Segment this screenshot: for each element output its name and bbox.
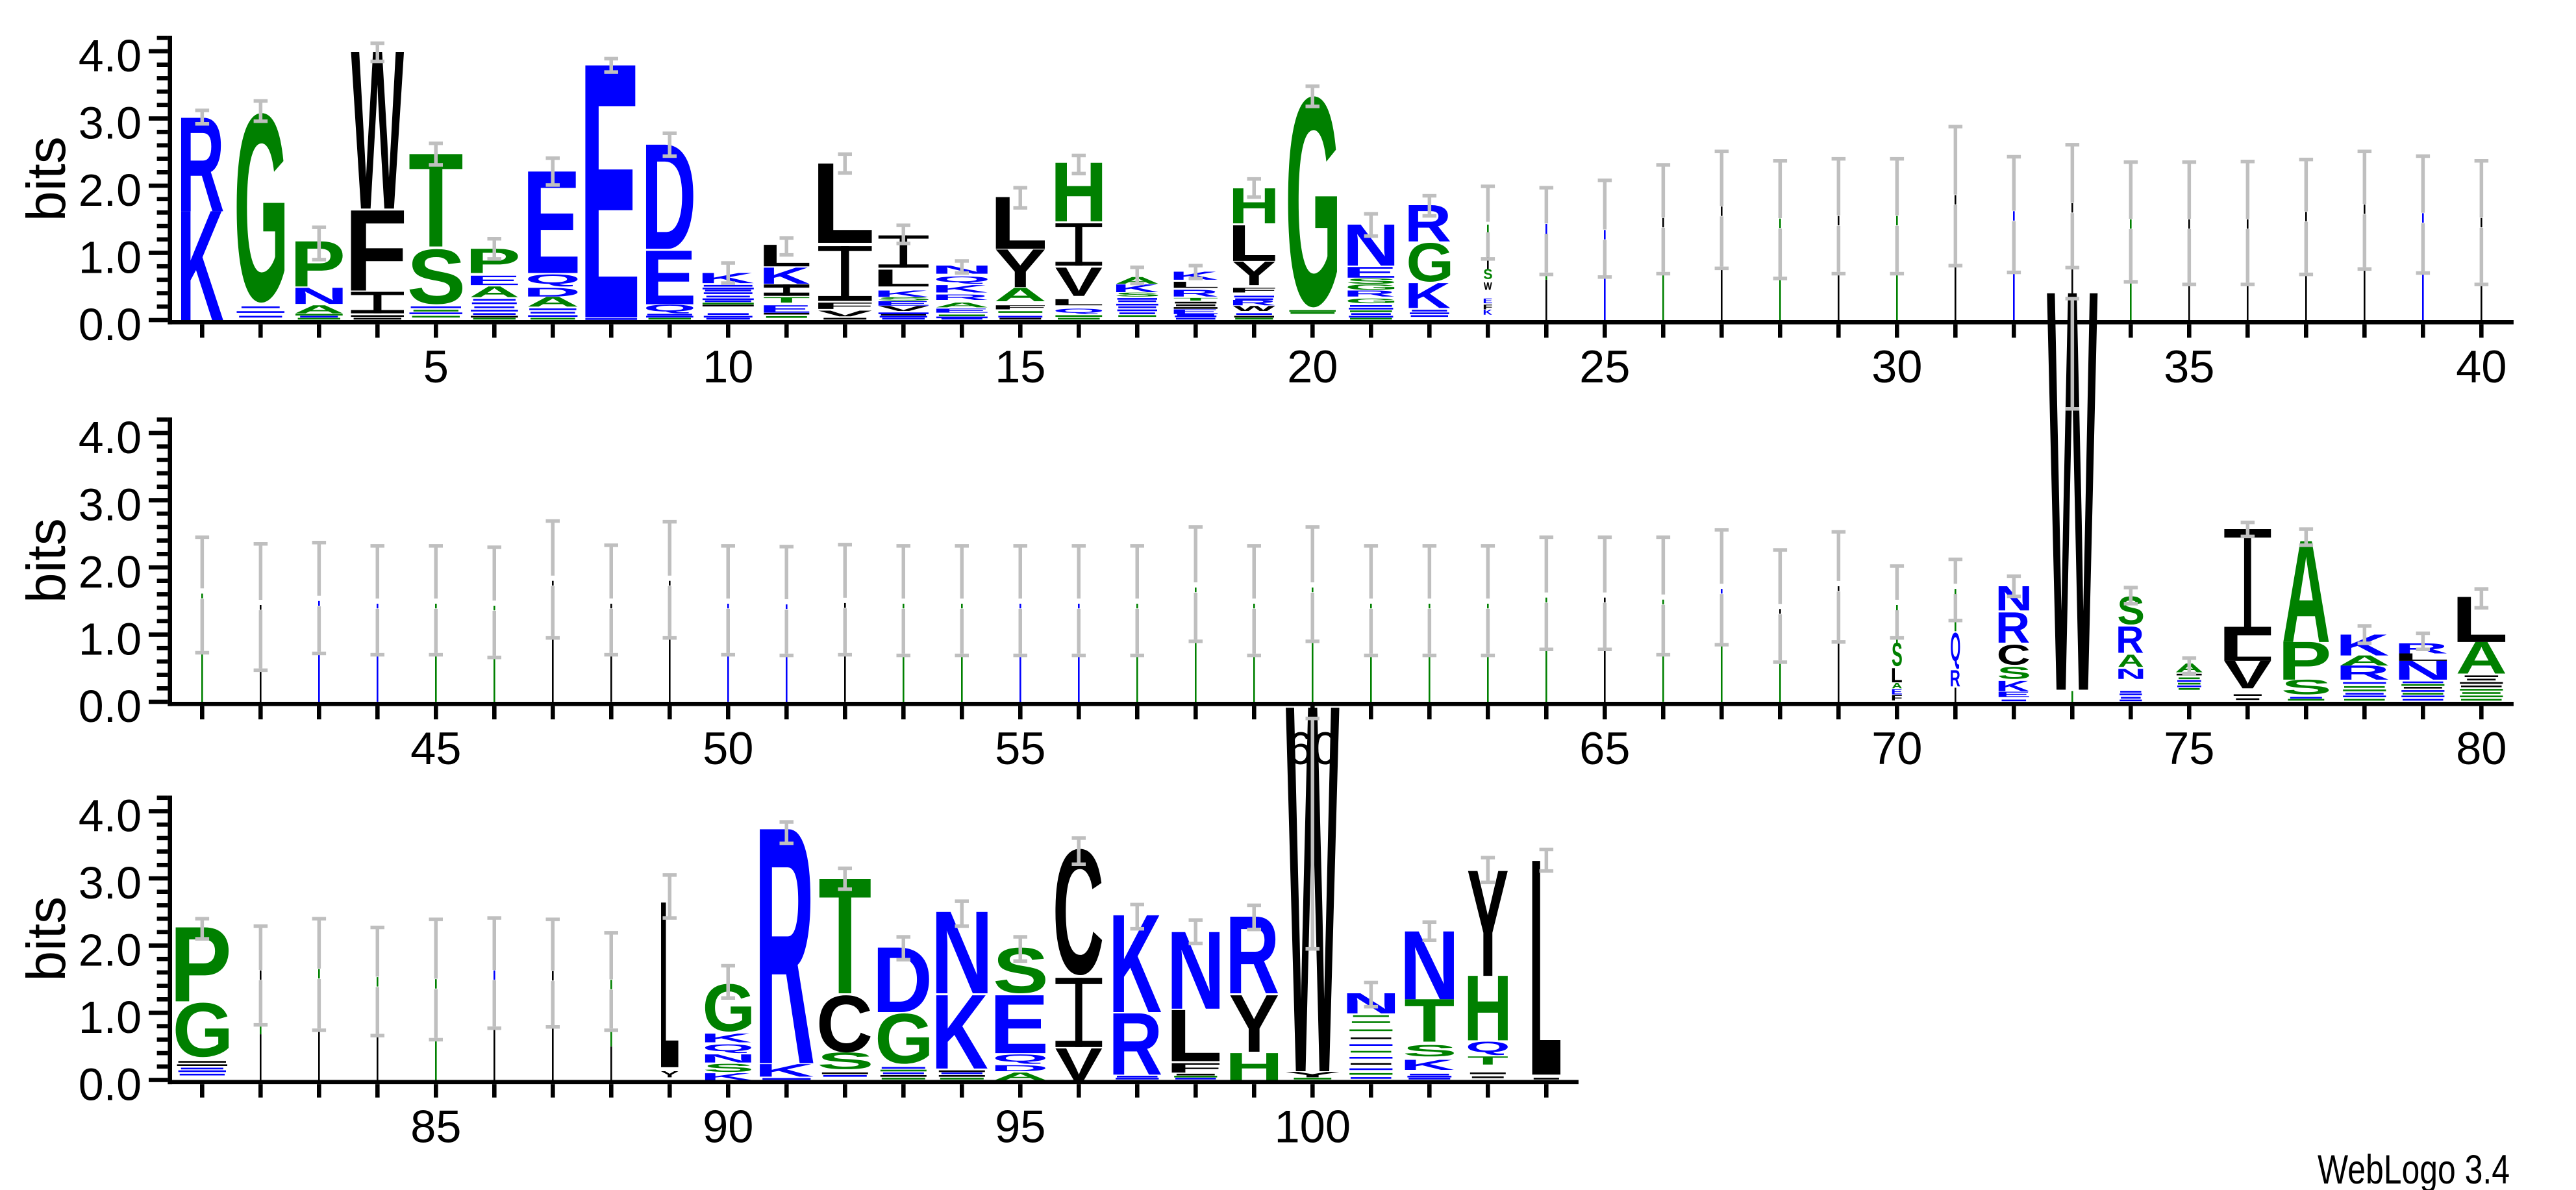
svg-text:3.0: 3.0 xyxy=(79,98,142,149)
svg-text:55: 55 xyxy=(995,723,1045,774)
svg-text:100: 100 xyxy=(1274,1100,1351,1152)
svg-text:1.0: 1.0 xyxy=(79,614,142,665)
svg-text:10: 10 xyxy=(703,341,753,392)
svg-text:bits: bits xyxy=(16,518,77,603)
svg-text:95: 95 xyxy=(995,1100,1045,1152)
svg-text:4.0: 4.0 xyxy=(79,31,142,81)
svg-text:15: 15 xyxy=(995,341,1045,392)
svg-text:50: 50 xyxy=(703,723,753,774)
svg-text:30: 30 xyxy=(1871,341,1922,392)
svg-text:0.0: 0.0 xyxy=(79,299,142,350)
svg-text:2.0: 2.0 xyxy=(79,165,142,216)
svg-text:0.0: 0.0 xyxy=(79,681,142,732)
svg-text:4.0: 4.0 xyxy=(79,412,142,463)
svg-text:3.0: 3.0 xyxy=(79,858,142,908)
svg-text:2.0: 2.0 xyxy=(79,547,142,597)
svg-text:1.0: 1.0 xyxy=(79,232,142,283)
svg-text:40: 40 xyxy=(2456,341,2507,392)
svg-text:25: 25 xyxy=(1579,341,1630,392)
svg-text:90: 90 xyxy=(703,1100,753,1152)
svg-text:0.0: 0.0 xyxy=(79,1060,142,1110)
svg-text:70: 70 xyxy=(1871,723,1922,774)
svg-text:4.0: 4.0 xyxy=(79,791,142,841)
svg-text:75: 75 xyxy=(2164,723,2214,774)
svg-text:WebLogo 3.4: WebLogo 3.4 xyxy=(2318,1147,2510,1190)
svg-text:3.0: 3.0 xyxy=(79,480,142,530)
svg-text:45: 45 xyxy=(410,723,461,774)
svg-text:2.0: 2.0 xyxy=(79,925,142,976)
svg-text:35: 35 xyxy=(2164,341,2214,392)
svg-text:20: 20 xyxy=(1287,341,1338,392)
svg-text:1.0: 1.0 xyxy=(79,992,142,1043)
svg-text:bits: bits xyxy=(16,897,77,982)
svg-text:65: 65 xyxy=(1579,723,1630,774)
svg-text:85: 85 xyxy=(410,1100,461,1152)
svg-text:5: 5 xyxy=(423,341,449,392)
svg-text:bits: bits xyxy=(16,136,77,221)
svg-text:80: 80 xyxy=(2456,723,2507,774)
